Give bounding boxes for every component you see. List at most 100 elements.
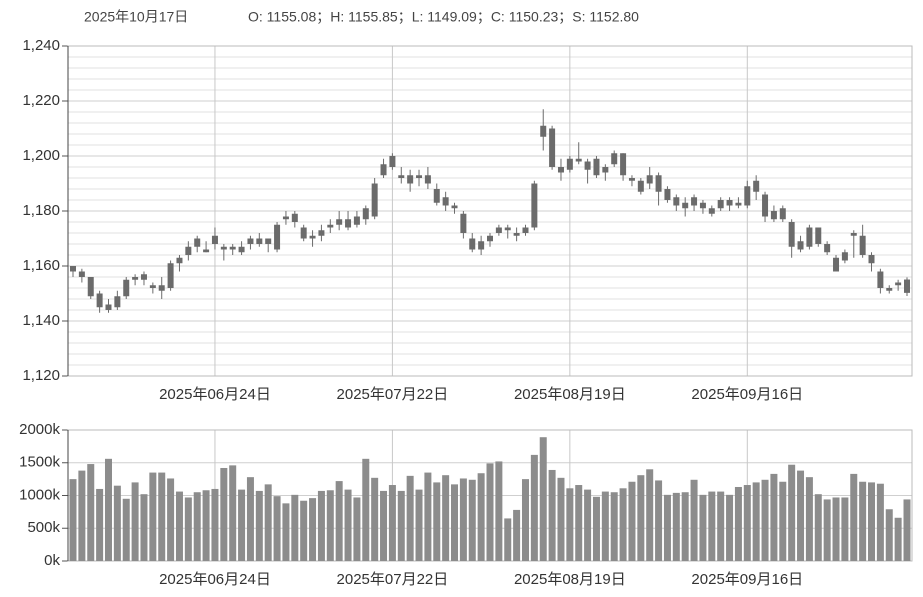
candle-body xyxy=(203,249,210,253)
candle-body xyxy=(735,202,742,206)
candle-body xyxy=(309,235,316,239)
x-tick-label: 2025年08月19日 xyxy=(514,386,626,403)
candle-body xyxy=(797,241,804,250)
candle-body xyxy=(593,158,600,176)
volume-bar xyxy=(238,489,246,561)
y-tick-label: 1,220 xyxy=(22,92,60,109)
candle-body xyxy=(602,167,609,173)
volume-bar xyxy=(592,496,600,561)
candle-body xyxy=(78,271,85,277)
volume-bar xyxy=(557,477,565,561)
volume-bar xyxy=(255,490,263,561)
volume-bar xyxy=(273,496,281,561)
candle-body xyxy=(691,197,698,206)
candle-body xyxy=(274,224,281,250)
ohlc-info: O: 1155.08；H: 1155.85；L: 1149.09；C: 1150… xyxy=(248,9,639,26)
volume-bar xyxy=(380,490,388,561)
candle-body xyxy=(611,153,618,165)
volume-bar xyxy=(734,486,742,561)
candle-body xyxy=(637,180,644,192)
volume-bar xyxy=(690,479,698,561)
volume-bar xyxy=(699,494,707,561)
candle-body xyxy=(886,288,893,291)
volume-bar xyxy=(140,494,148,561)
y-tick-label: 1,120 xyxy=(22,367,60,384)
candle-body xyxy=(726,200,733,206)
volume-bar xyxy=(104,458,112,561)
volume-bar xyxy=(424,472,432,561)
volume-bar xyxy=(628,481,636,561)
volume-bar xyxy=(300,500,308,561)
candle-body xyxy=(859,235,866,255)
volume-bar xyxy=(193,492,201,561)
volume-bar xyxy=(486,463,494,561)
candle-body xyxy=(229,246,236,250)
volume-bar xyxy=(175,491,183,561)
volume-bar xyxy=(291,494,299,561)
candle-body xyxy=(584,161,591,170)
x-tick-label: 2025年06月24日 xyxy=(159,571,271,588)
volume-bar xyxy=(575,485,583,561)
candle-body xyxy=(185,246,192,255)
candle-body xyxy=(708,208,715,214)
candle-body xyxy=(238,246,245,253)
candle-body xyxy=(522,227,529,233)
volume-bar xyxy=(451,484,459,561)
candle-body xyxy=(682,202,689,209)
volume-bar xyxy=(868,482,876,561)
volume-bar xyxy=(397,490,405,561)
y-tick-label: 0k xyxy=(44,552,60,569)
candle-body xyxy=(699,202,706,209)
volume-bar xyxy=(637,475,645,561)
candle-body xyxy=(824,244,831,253)
volume-bar xyxy=(770,473,778,561)
candle-body xyxy=(478,241,485,250)
volume-bar xyxy=(788,464,796,561)
volume-bar xyxy=(122,498,130,561)
volume-bar xyxy=(610,492,618,561)
volume-bar xyxy=(859,481,867,561)
candle-body xyxy=(877,271,884,288)
volume-bar xyxy=(513,509,521,561)
volume-bar xyxy=(726,494,734,561)
volume-bar xyxy=(743,485,751,561)
volume-bar xyxy=(362,458,370,561)
candle-body xyxy=(762,194,769,217)
candle-body xyxy=(788,222,795,247)
candle-body xyxy=(123,279,130,297)
volume-bar xyxy=(87,464,95,561)
candle-body xyxy=(850,233,857,236)
candle-body xyxy=(717,200,724,209)
candle-body xyxy=(442,197,449,206)
volume-bar xyxy=(841,497,849,561)
candle-body xyxy=(628,178,635,181)
y-tick-label: 1500k xyxy=(19,454,60,471)
candle-body xyxy=(353,216,360,225)
y-tick-label: 1,240 xyxy=(22,37,60,54)
candle-body xyxy=(318,230,325,236)
candle-body xyxy=(646,175,653,184)
volume-bar xyxy=(184,497,192,561)
y-tick-label: 1,160 xyxy=(22,257,60,274)
volume-bar xyxy=(885,509,893,561)
volume-bar xyxy=(548,469,556,561)
candle-body xyxy=(300,227,307,239)
volume-bar xyxy=(264,484,272,561)
candle-body xyxy=(380,164,387,176)
candle-body xyxy=(105,304,112,310)
volume-bar xyxy=(832,497,840,561)
candle-body xyxy=(256,238,263,244)
volume-bar xyxy=(681,492,689,561)
candle-body xyxy=(753,180,760,192)
volume-bar xyxy=(504,518,512,561)
date-label: 2025年10月17日 xyxy=(84,9,188,25)
candle-body xyxy=(806,227,813,247)
x-tick-label: 2025年07月22日 xyxy=(337,386,449,403)
volume-bar xyxy=(521,479,529,561)
volume-bar xyxy=(282,503,290,561)
volume-bar xyxy=(344,489,352,561)
candle-body xyxy=(158,285,165,291)
volume-bar xyxy=(717,491,725,561)
volume-bar xyxy=(876,483,884,561)
